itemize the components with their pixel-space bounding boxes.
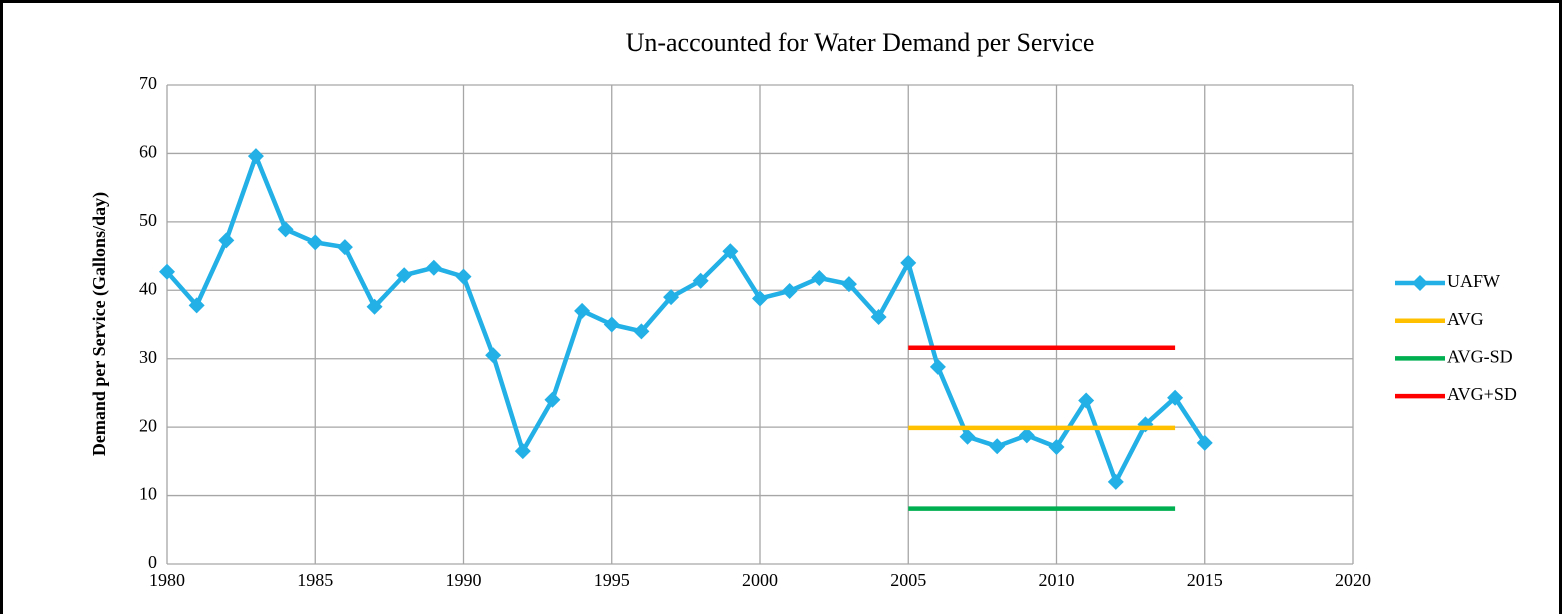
marker (663, 289, 680, 306)
y-tick-label: 50 (139, 210, 157, 230)
marker (870, 308, 887, 325)
x-tick-label: 1995 (594, 570, 630, 590)
marker (1078, 392, 1095, 409)
marker (959, 428, 976, 445)
marker (840, 276, 857, 293)
marker (396, 267, 413, 284)
y-tick-label: 0 (148, 552, 157, 572)
marker (188, 297, 205, 314)
marker (366, 298, 383, 315)
marker (1018, 427, 1035, 444)
marker (811, 269, 828, 286)
x-tick-label: 2005 (890, 570, 926, 590)
y-tick-label: 40 (139, 278, 157, 298)
marker (159, 263, 175, 280)
marker (603, 316, 620, 333)
marker (485, 347, 502, 364)
series-line (165, 153, 1207, 485)
marker (1107, 473, 1124, 490)
marker (900, 254, 917, 271)
x-tick-label: 2010 (1039, 570, 1075, 590)
marker (544, 391, 561, 408)
y-tick-label: 20 (139, 415, 157, 435)
x-tick-label: 1990 (446, 570, 482, 590)
marker (692, 272, 709, 289)
x-tick-label: 1980 (149, 570, 185, 590)
legend-label: AVG-SD (1447, 347, 1513, 367)
marker (1196, 434, 1213, 451)
marker (1048, 438, 1065, 455)
legend-label: AVG+SD (1447, 384, 1517, 404)
x-tick-label: 2020 (1335, 570, 1371, 590)
marker (514, 443, 531, 460)
marker (455, 268, 472, 285)
marker (574, 302, 591, 319)
x-tick-label: 1985 (297, 570, 333, 590)
marker (781, 282, 798, 299)
marker (247, 148, 264, 165)
chart-title: Un-accounted for Water Demand per Servic… (626, 28, 1095, 57)
marker (1167, 389, 1184, 406)
marker (929, 358, 946, 375)
y-tick-label: 60 (139, 142, 157, 162)
legend-label: AVG (1447, 309, 1484, 329)
marker (425, 259, 442, 276)
marker (336, 239, 353, 256)
y-tick-label: 70 (139, 73, 157, 93)
marker (989, 438, 1006, 455)
marker (307, 234, 324, 251)
x-tick-label: 2015 (1187, 570, 1223, 590)
y-tick-label: 10 (139, 484, 157, 504)
x-tick-label: 2000 (742, 570, 778, 590)
marker (277, 221, 294, 238)
legend-label: UAFW (1447, 271, 1500, 291)
marker (752, 290, 768, 307)
marker (218, 232, 235, 249)
y-axis-label: Demand per Service (Gallons/day) (89, 192, 110, 456)
legend-marker (1412, 275, 1428, 291)
y-tick-label: 30 (139, 347, 157, 367)
marker (722, 243, 739, 260)
marker (633, 323, 650, 340)
